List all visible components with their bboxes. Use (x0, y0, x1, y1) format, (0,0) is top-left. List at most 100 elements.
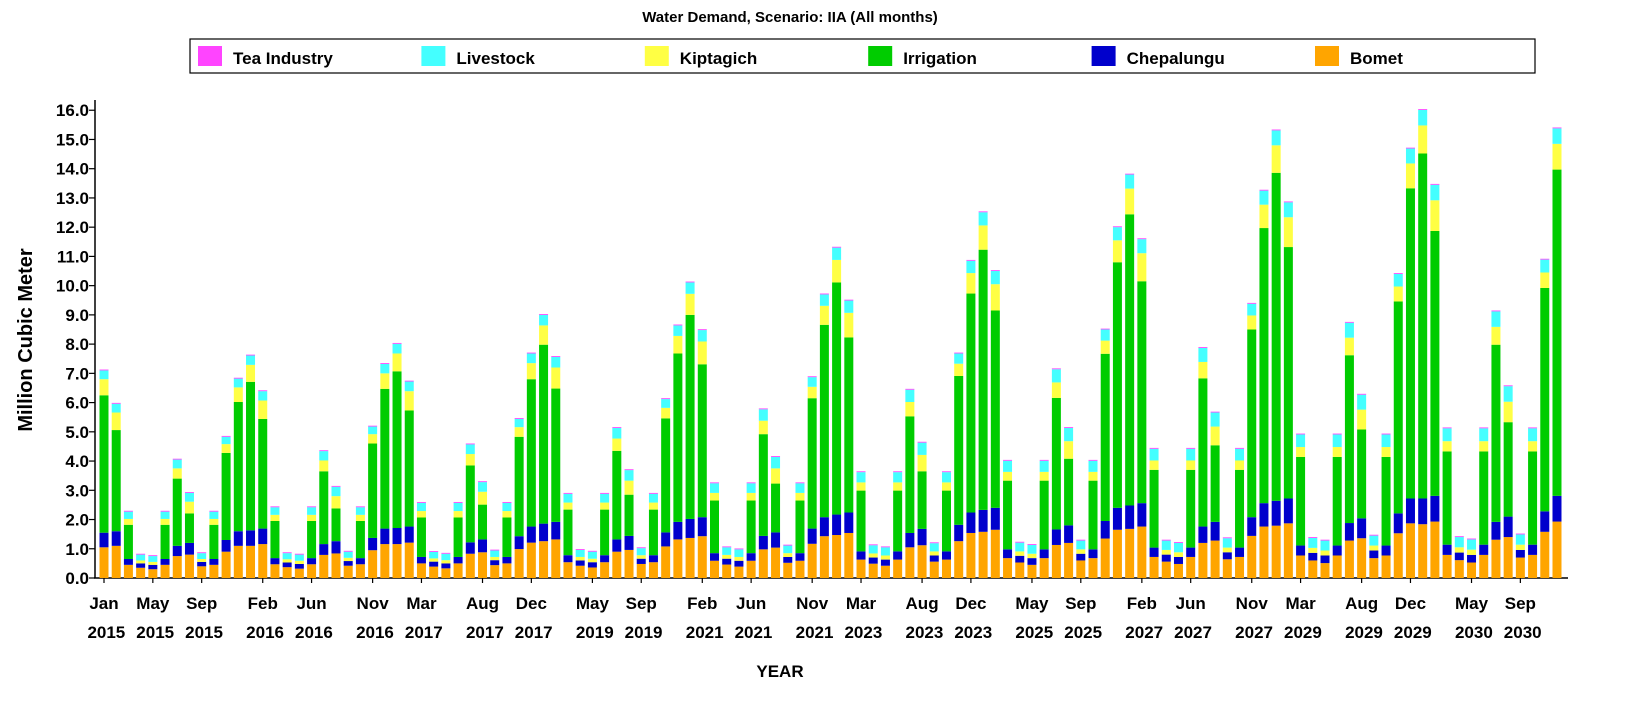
bar-segment (368, 434, 378, 444)
bar-segment (819, 517, 829, 537)
bar-segment (917, 441, 927, 443)
bar-segment (905, 416, 915, 533)
bar-segment (697, 330, 707, 342)
bar-segment (478, 504, 488, 540)
bar-segment (673, 521, 683, 540)
x-tick-label: May 2015 (132, 594, 175, 642)
bar-segment (648, 493, 658, 503)
bar-segment (1161, 539, 1171, 541)
bar-segment (1149, 469, 1159, 548)
bar-segment (832, 282, 842, 515)
bar-segment (1454, 560, 1464, 578)
bar-segment (1283, 201, 1293, 203)
y-tick-label: 1.0 (65, 540, 89, 559)
y-tick-label: 2.0 (65, 511, 89, 530)
bar-segment (184, 513, 194, 543)
bar-segment (893, 482, 903, 491)
bar-segment (465, 542, 475, 554)
bar-segment (478, 482, 488, 492)
bar-segment (380, 528, 390, 545)
bar-segment (1271, 130, 1281, 146)
bar-segment (1088, 558, 1098, 578)
bar-segment (954, 353, 964, 364)
bar-segment (966, 512, 976, 533)
bar-segment (111, 545, 121, 578)
bar-segment (1369, 534, 1379, 536)
bar-segment (1064, 542, 1074, 578)
bar-segment (429, 558, 439, 562)
bar-segment (941, 490, 951, 552)
bar-segment (600, 493, 610, 503)
bar-segment (771, 468, 781, 484)
bar-segment (1540, 511, 1550, 532)
bar-segment (1210, 521, 1220, 541)
bar-segment (136, 567, 146, 578)
bar-segment (1491, 539, 1501, 578)
bar-segment (1393, 533, 1403, 578)
bar-segment (1357, 518, 1367, 539)
bar-segment (294, 554, 304, 561)
bar-segment (1296, 555, 1306, 578)
bar-segment (331, 486, 341, 497)
bar-segment (233, 402, 243, 532)
bar-segment (233, 387, 243, 403)
bar-segment (758, 535, 768, 550)
y-tick-label: 6.0 (65, 394, 89, 413)
bar-segment (1418, 524, 1428, 578)
bar-segment (1186, 448, 1196, 461)
bar-segment (282, 567, 292, 578)
bar-segment (404, 542, 414, 578)
bar-segment (1125, 173, 1135, 175)
bar-segment (416, 517, 426, 557)
bar-segment (978, 249, 988, 510)
legend-swatch (1091, 46, 1116, 66)
bar-segment (1112, 262, 1122, 508)
bar-segment (722, 547, 732, 555)
bar-segment (587, 562, 597, 568)
bar-segment (783, 562, 793, 578)
bar-segment (502, 502, 512, 512)
legend-box (189, 38, 1536, 74)
bar-segment (624, 470, 634, 481)
bar-segment (111, 403, 121, 413)
bar-segment (1552, 521, 1562, 578)
bar-segment (1222, 538, 1232, 548)
x-tick-label: Aug 2029 (1340, 594, 1383, 642)
bar-segment (111, 430, 121, 532)
bar-segment (624, 480, 634, 495)
bar-segment (966, 293, 976, 513)
bar-segment (392, 342, 402, 344)
bar-segment (978, 531, 988, 578)
bar-segment (1430, 521, 1440, 578)
bar-segment (465, 465, 475, 543)
legend-label: Chepalungu (1127, 49, 1225, 68)
bar-segment (221, 435, 231, 437)
bar-segment (624, 494, 634, 536)
bar-segment (1259, 228, 1269, 504)
legend-label: Livestock (456, 49, 535, 68)
bar-segment (172, 556, 182, 578)
bar-segment (1381, 456, 1391, 546)
bar-segment (1369, 550, 1379, 559)
x-tick-label: May 2019 (571, 594, 614, 642)
bar-segment (99, 379, 109, 396)
bar-segment (258, 528, 268, 545)
bar-segment (453, 511, 463, 518)
bar-segment (380, 373, 390, 389)
bar-segment (636, 558, 646, 564)
bar-segment (1064, 427, 1074, 429)
bar-segment (783, 544, 793, 546)
bar-segment (1442, 441, 1452, 452)
bar-segment (148, 564, 158, 570)
bar-segment (282, 553, 292, 560)
bar-segment (612, 428, 622, 439)
bar-segment (661, 418, 671, 533)
y-tick-label: 4.0 (65, 452, 89, 471)
bar-segment (856, 490, 866, 552)
bar-segment (111, 412, 121, 431)
bar-segment (722, 564, 732, 578)
bar-segment (575, 556, 585, 561)
bar-segment (954, 541, 964, 578)
bar-segment (539, 344, 549, 524)
bar-segment (1467, 539, 1477, 550)
